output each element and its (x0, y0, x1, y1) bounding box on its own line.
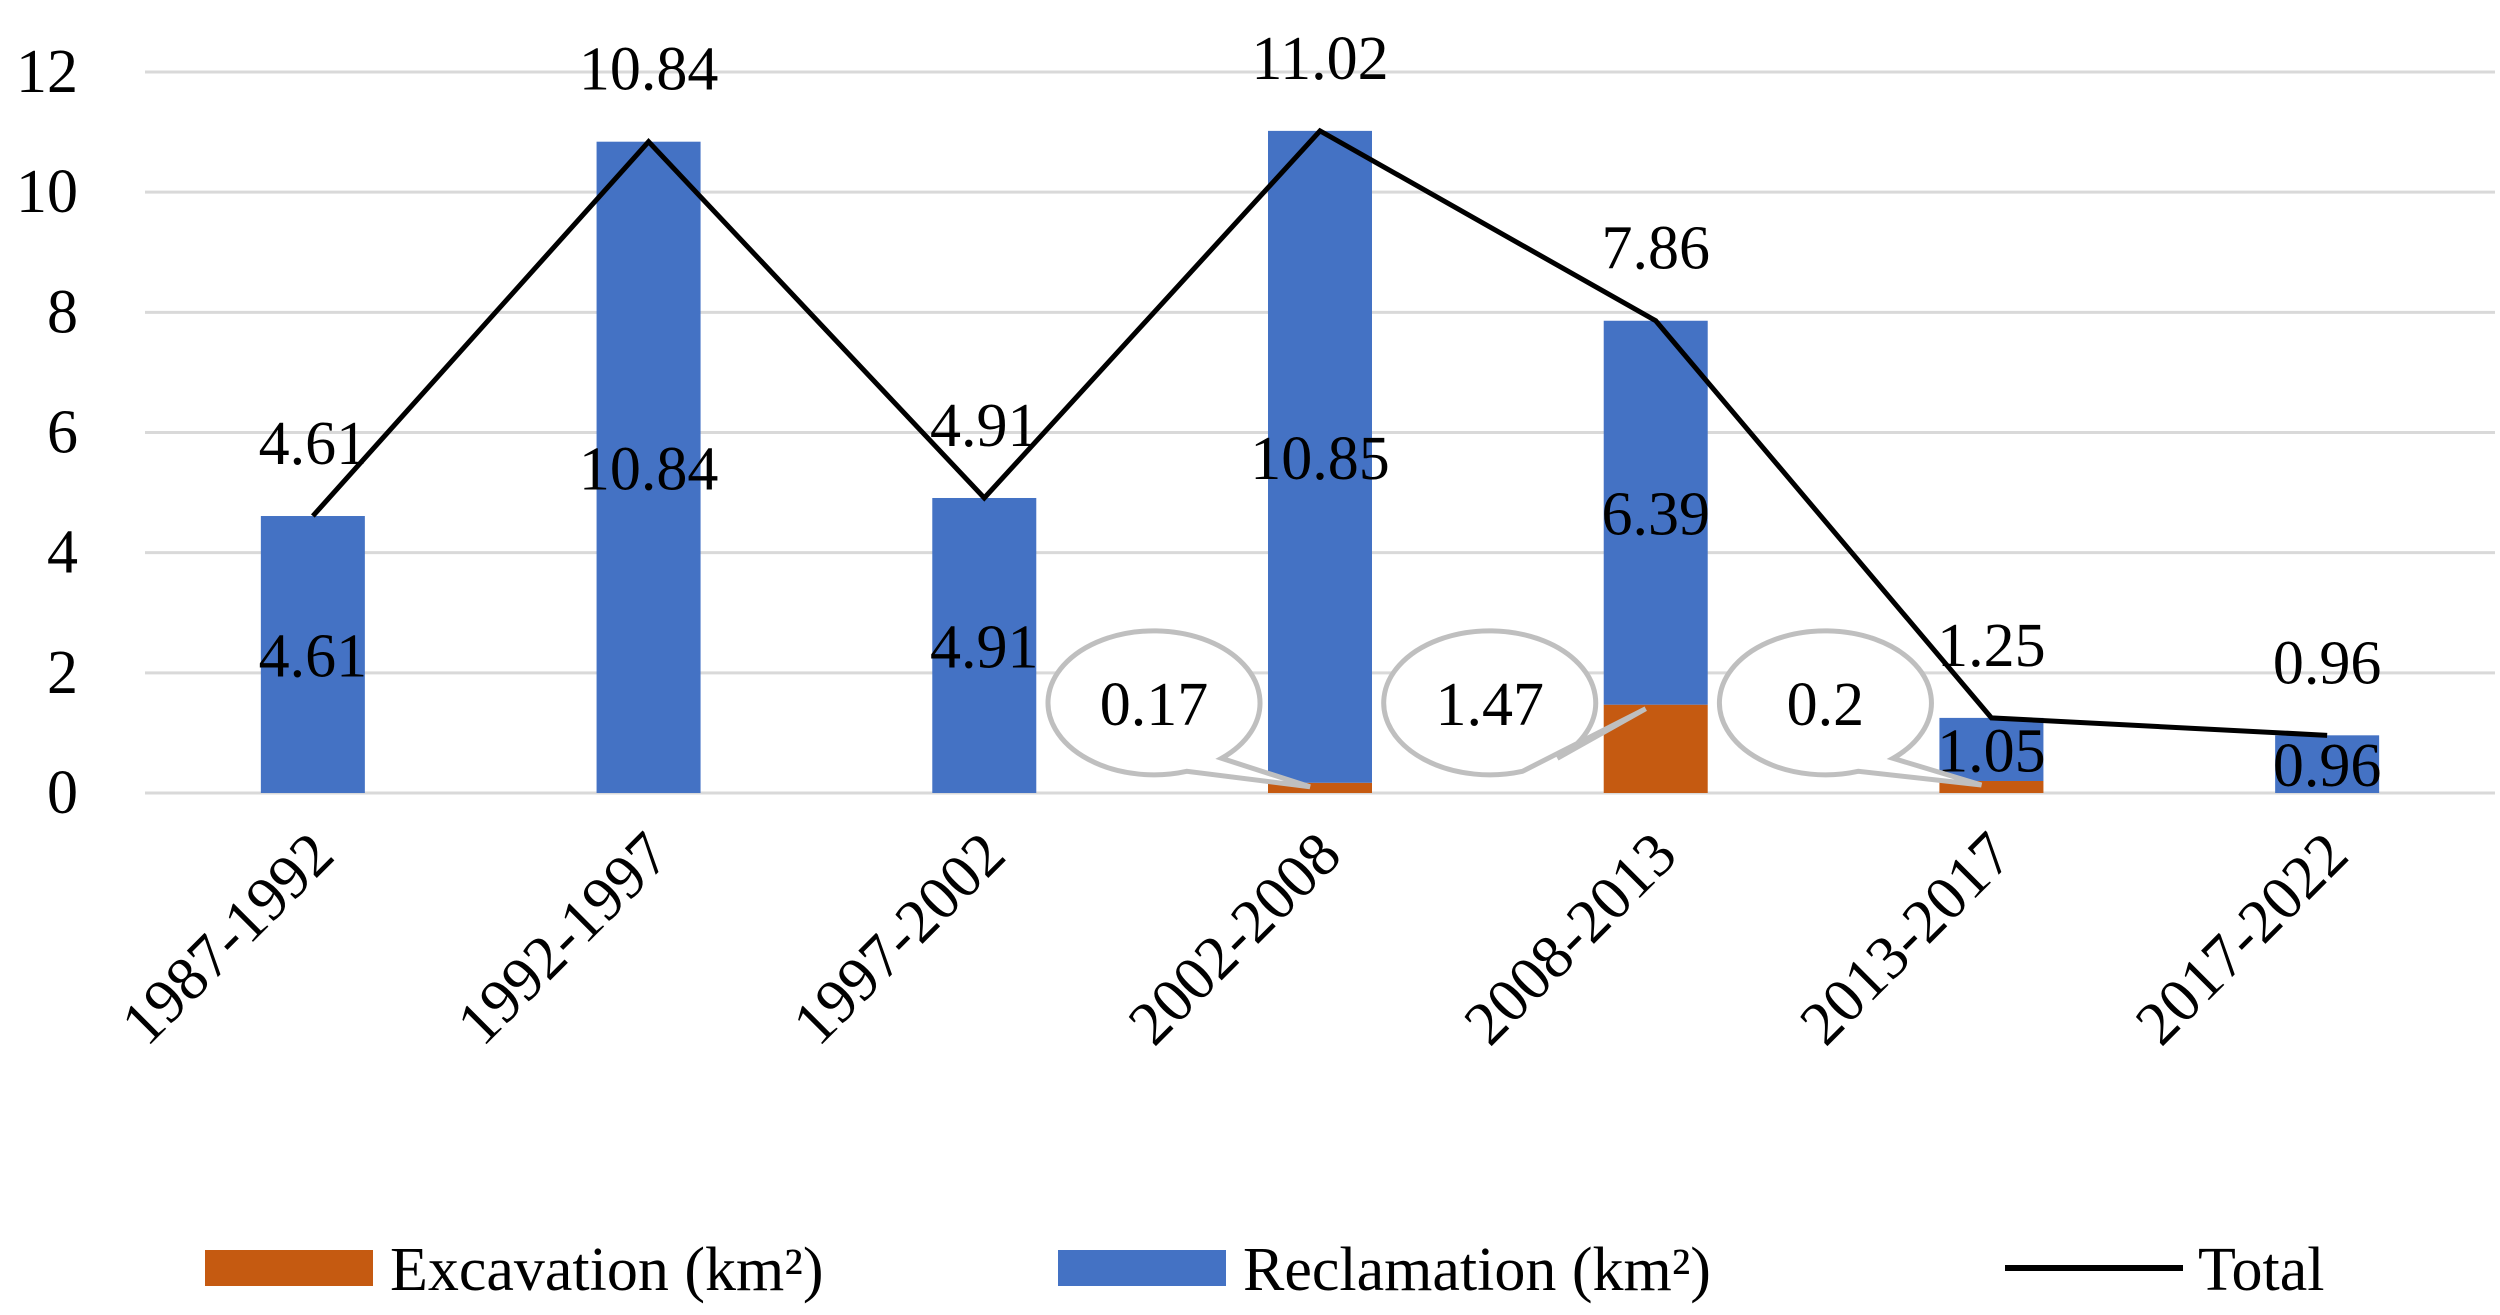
total-data-label: 10.84 (579, 36, 719, 104)
excavation-data-label: 1.47 (1435, 671, 1544, 739)
total-data-label: 7.86 (1601, 215, 1710, 283)
excavation-data-label: 0.17 (1100, 671, 1209, 739)
y-tick-label: 2 (47, 639, 78, 707)
legend-swatch (1058, 1250, 1226, 1286)
legend-item-reclamation: Reclamation (km²) (1058, 1236, 1711, 1304)
legend: Excavation (km²) Reclamation (km²) Total (205, 1236, 2325, 1304)
y-axis-ticks: 0 2 4 6 8 10 12 (16, 38, 78, 827)
total-data-label: 0.96 (2273, 629, 2382, 697)
reclamation-bar (260, 516, 365, 793)
total-series-line (310, 127, 2328, 738)
reclamation-bar (596, 141, 701, 794)
reclamation-bar (932, 497, 1037, 793)
x-tick-label: 2008-2013 (1452, 820, 1690, 1058)
excavation-data-label: 0.2 (1787, 671, 1865, 739)
x-tick-label: 1997-2002 (780, 820, 1018, 1058)
y-tick-label: 12 (16, 38, 78, 106)
reclamation-data-label: 0.96 (2273, 732, 2382, 800)
total-line (310, 127, 2328, 738)
reclamation-data-label: 6.39 (1601, 481, 1710, 549)
reclamation-bar (1268, 130, 1372, 783)
excavation-bar (1268, 782, 1372, 793)
reclamation-data-label: 1.05 (1937, 717, 2046, 785)
total-data-label: 1.25 (1937, 612, 2046, 680)
reclamation-data-label: 4.91 (930, 613, 1039, 681)
total-data-label: 4.91 (930, 392, 1039, 460)
callout-bubble (1716, 628, 1983, 788)
reclamation-data-label: 10.85 (1250, 425, 1390, 493)
x-tick-label: 2017-2022 (2123, 820, 2361, 1058)
excavation-callout: 0.2 (1716, 628, 1983, 788)
x-axis-ticks: 1987-1992 1992-1997 1997-2002 2002-2008 2008… (109, 820, 2361, 1058)
x-tick-label: 2013-2017 (1787, 820, 2025, 1058)
legend-label: Excavation (km²) (390, 1236, 824, 1304)
x-tick-label: 2002-2008 (1116, 820, 1354, 1058)
excavation-callout: 1.47 (1381, 628, 1647, 778)
y-tick-label: 0 (47, 759, 78, 827)
x-tick-label: 1987-1992 (109, 820, 347, 1058)
total-data-label: 4.61 (259, 410, 368, 478)
legend-item-total: Total (2005, 1236, 2325, 1304)
data-labels: 4.61 10.84 4.91 10.85 6.39 1.05 0.96 4.61 10.84 4… (259, 25, 2382, 800)
reclamation-data-label: 10.84 (579, 435, 719, 503)
excavation-callout: 0.17 (1045, 628, 1311, 790)
reclamation-data-label: 4.61 (259, 623, 368, 691)
reclamation-bar (1603, 320, 1708, 705)
bars (260, 130, 2380, 794)
y-tick-label: 8 (47, 278, 78, 346)
callout-bubble (1381, 628, 1647, 778)
callout-bubble (1045, 628, 1311, 790)
legend-label: Reclamation (km²) (1243, 1236, 1711, 1304)
legend-item-excavation: Excavation (km²) (205, 1236, 824, 1304)
y-tick-label: 4 (47, 519, 78, 587)
legend-label: Total (2198, 1236, 2325, 1304)
y-tick-label: 6 (47, 399, 78, 467)
legend-swatch (205, 1250, 373, 1286)
total-data-label: 11.02 (1251, 25, 1388, 93)
reclamation-bar (2275, 735, 2380, 793)
reclamation-bar (1939, 717, 2044, 781)
y-tick-label: 10 (16, 158, 78, 226)
excavation-bar (1603, 704, 1708, 793)
x-tick-label: 1992-1997 (444, 820, 682, 1058)
